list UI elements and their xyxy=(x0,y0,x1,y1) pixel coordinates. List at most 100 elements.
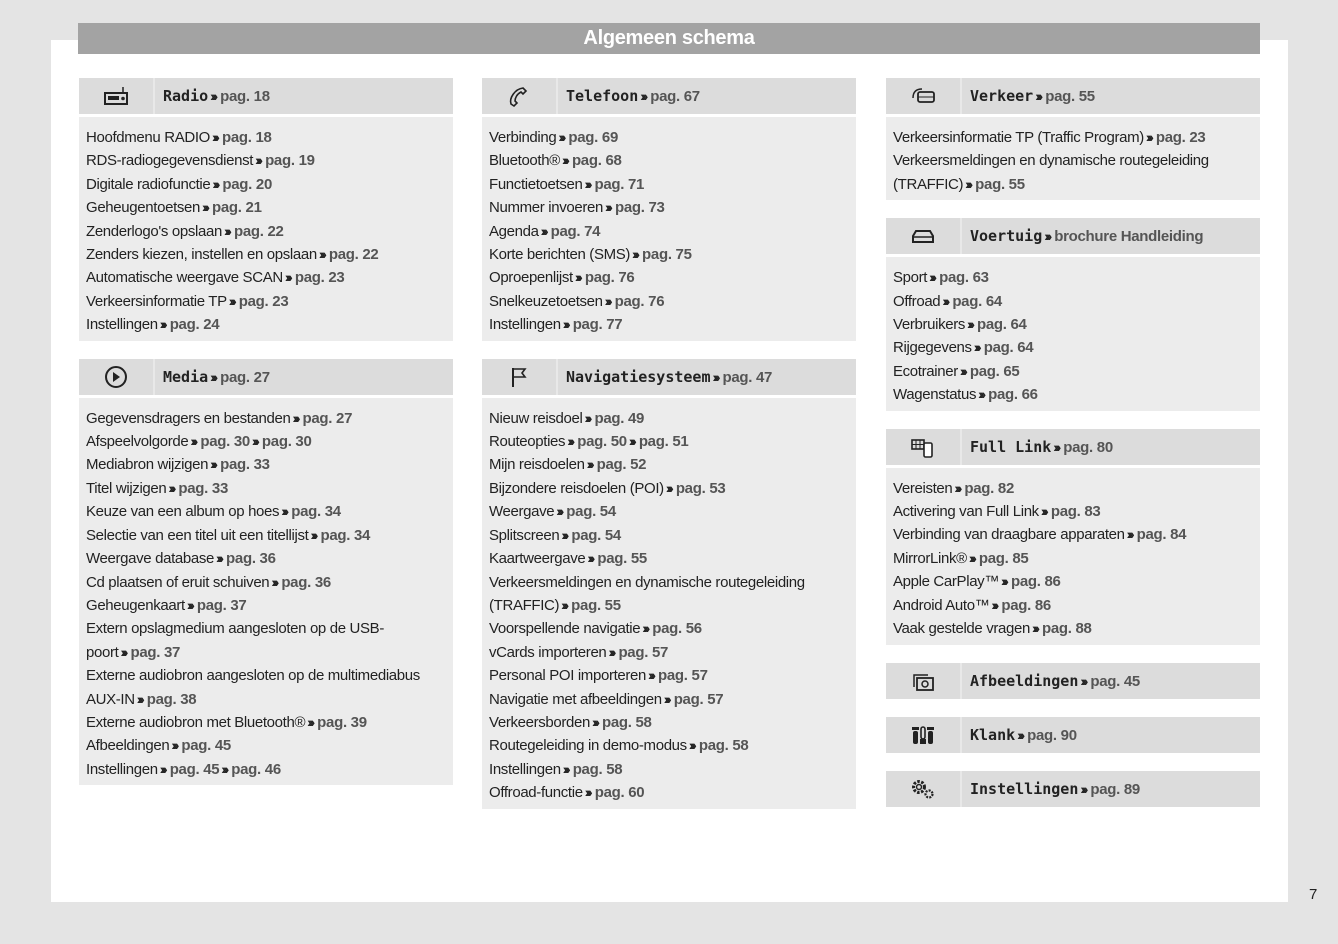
page-ref-link[interactable]: pag. 36 xyxy=(226,550,276,568)
page-ref-link[interactable]: pag. 52 xyxy=(596,456,647,474)
page-ref-link[interactable]: pag. 47 xyxy=(722,368,773,386)
page-ref-link[interactable]: pag. 38 xyxy=(146,690,197,708)
arrow-icon: ››› xyxy=(942,292,950,309)
page-ref-link[interactable]: pag. 76 xyxy=(614,292,665,310)
page-ref-link[interactable]: pag. 55 xyxy=(975,175,1025,193)
list-item: Android Auto™ ››› pag. 86 xyxy=(893,594,1253,617)
page-ref-link[interactable]: pag. 71 xyxy=(594,175,645,193)
page-ref-link[interactable]: pag. 75 xyxy=(642,246,692,264)
page-ref-link[interactable]: pag. 45 xyxy=(169,760,220,778)
page-ref-link[interactable]: pag. 64 xyxy=(977,316,1027,334)
page-ref-link[interactable]: pag. 66 xyxy=(988,386,1038,404)
section-header[interactable]: Navigatiesysteem ››› pag. 47 xyxy=(482,358,856,395)
page-ref-link[interactable]: pag. 36 xyxy=(281,573,331,591)
section-header[interactable]: Media ››› pag. 27 xyxy=(79,358,453,395)
page-ref-link[interactable]: pag. 54 xyxy=(566,503,616,521)
page-ref-link[interactable]: pag. 23 xyxy=(294,269,345,287)
page-ref-link[interactable]: pag. 49 xyxy=(594,409,645,427)
page-ref-link[interactable]: pag. 33 xyxy=(178,479,228,497)
arrow-icon: ››› xyxy=(562,316,571,333)
page-ref-link[interactable]: pag. 51 xyxy=(638,433,689,451)
section-header[interactable]: Instellingen ››› pag. 89 xyxy=(886,770,1260,807)
page-ref-link[interactable]: pag. 73 xyxy=(614,199,665,217)
page-ref-link[interactable]: pag. 45 xyxy=(1090,672,1140,690)
page-ref-link[interactable]: pag. 50 xyxy=(577,433,627,451)
page-ref-link[interactable]: pag. 84 xyxy=(1136,526,1187,544)
page-ref-link[interactable]: pag. 21 xyxy=(212,199,262,217)
page-ref-link[interactable]: pag. 63 xyxy=(939,269,989,287)
page-ref-link[interactable]: pag. 76 xyxy=(584,269,635,287)
page-ref-link[interactable]: pag. 34 xyxy=(291,503,341,521)
section-header[interactable]: Verkeer ››› pag. 55 xyxy=(886,78,1260,114)
page-ref-link[interactable]: pag. 18 xyxy=(220,88,270,105)
page-ref-link[interactable]: pag. 64 xyxy=(983,339,1034,357)
page-ref-link[interactable]: pag. 33 xyxy=(220,456,270,474)
arrow-icon: ››› xyxy=(665,479,674,496)
arrow-icon: ››› xyxy=(1044,228,1052,245)
page-ref-link[interactable]: pag. 83 xyxy=(1050,503,1101,521)
page-ref-link[interactable]: pag. 89 xyxy=(1090,780,1140,798)
page-ref-link[interactable]: pag. 86 xyxy=(1001,596,1051,614)
section-telefoon: Telefoon ››› pag. 67 Verbinding ››› pag. 69 Bl… xyxy=(482,78,856,341)
page-ref-link[interactable]: pag. 68 xyxy=(571,152,622,170)
page-ref-link[interactable]: pag. 86 xyxy=(1010,573,1061,591)
page-ref-link[interactable]: pag. 20 xyxy=(222,175,272,193)
page-ref-link[interactable]: pag. 55 xyxy=(1045,88,1095,105)
page-ref-link[interactable]: pag. 80 xyxy=(1063,438,1113,456)
page-ref-link[interactable]: pag. 60 xyxy=(594,784,645,802)
list-item: Verbinding ››› pag. 69 xyxy=(489,126,849,149)
page-ref-link[interactable]: pag. 34 xyxy=(320,526,371,544)
section-header[interactable]: Full Link ››› pag. 80 xyxy=(886,428,1260,465)
page-ref-link[interactable]: pag. 30 xyxy=(200,433,250,451)
page-ref-link[interactable]: pag. 37 xyxy=(196,596,247,614)
page-ref-link[interactable]: pag. 24 xyxy=(169,316,220,334)
page-ref-link[interactable]: brochure Handleiding xyxy=(1054,228,1204,246)
page-ref-link[interactable]: pag. 37 xyxy=(130,643,181,661)
page-ref-link[interactable]: pag. 69 xyxy=(568,129,618,146)
arrow-icon: ››› xyxy=(584,784,593,801)
page-ref-link[interactable]: pag. 58 xyxy=(602,713,652,731)
arrow-icon: ››› xyxy=(292,409,301,426)
page-ref-link[interactable]: pag. 55 xyxy=(597,550,647,568)
page-ref-link[interactable]: pag. 53 xyxy=(675,479,726,497)
item-label: Verkeersborden xyxy=(489,713,591,731)
page-ref-link[interactable]: pag. 30 xyxy=(261,433,312,451)
page-ref-link[interactable]: pag. 45 xyxy=(181,737,231,755)
page-ref-link[interactable]: pag. 58 xyxy=(572,760,623,778)
page-ref-link[interactable]: pag. 58 xyxy=(698,737,749,755)
arrow-icon: ››› xyxy=(965,175,973,192)
page-ref-link[interactable]: pag. 88 xyxy=(1042,620,1092,638)
page-ref-link[interactable]: pag. 23 xyxy=(1155,129,1206,146)
item-label: Gegevensdragers en bestanden xyxy=(86,409,291,427)
page-ref-link[interactable]: pag. 67 xyxy=(650,88,700,105)
page-ref-link[interactable]: pag. 57 xyxy=(673,690,724,708)
page-ref-link[interactable]: pag. 39 xyxy=(317,713,367,731)
page-ref-link[interactable]: pag. 57 xyxy=(618,643,669,661)
section-header[interactable]: Radio ››› pag. 18 xyxy=(79,78,453,114)
section-header[interactable]: Afbeeldingen ››› pag. 45 xyxy=(886,662,1260,699)
page-ref-link[interactable]: pag. 82 xyxy=(964,479,1014,497)
page-ref-link[interactable]: pag. 56 xyxy=(652,620,702,638)
page-ref-link[interactable]: pag. 23 xyxy=(238,292,289,310)
page-ref-link[interactable]: pag. 77 xyxy=(572,316,623,334)
page-ref-link[interactable]: pag. 27 xyxy=(302,409,353,427)
page-ref-link[interactable]: pag. 54 xyxy=(571,526,621,544)
page-ref-link[interactable]: pag. 90 xyxy=(1027,726,1077,744)
page-ref-link[interactable]: pag. 55 xyxy=(571,596,621,614)
page-ref-link[interactable]: pag. 18 xyxy=(221,129,272,146)
page-ref-link[interactable]: pag. 19 xyxy=(265,152,315,170)
section-header[interactable]: Voertuig ››› brochure Handleiding xyxy=(886,218,1260,255)
page-ref-link[interactable]: pag. 57 xyxy=(658,667,708,685)
page-ref-link[interactable]: pag. 22 xyxy=(328,246,379,264)
page-ref-link[interactable]: pag. 27 xyxy=(220,368,270,386)
page-ref-link[interactable]: pag. 74 xyxy=(550,222,601,240)
page-ref-link[interactable]: pag. 22 xyxy=(233,222,284,240)
sound-icon xyxy=(886,716,962,753)
page-ref-link[interactable]: pag. 65 xyxy=(969,362,1020,380)
section-media: Media ››› pag. 27 Gegevensdragers en bestan… xyxy=(79,358,453,786)
page-ref-link[interactable]: pag. 46 xyxy=(231,760,281,778)
section-header[interactable]: Telefoon ››› pag. 67 xyxy=(482,78,856,114)
page-ref-link[interactable]: pag. 64 xyxy=(952,292,1002,310)
section-header[interactable]: Klank ››› pag. 90 xyxy=(886,716,1260,753)
page-ref-link[interactable]: pag. 85 xyxy=(978,549,1029,567)
